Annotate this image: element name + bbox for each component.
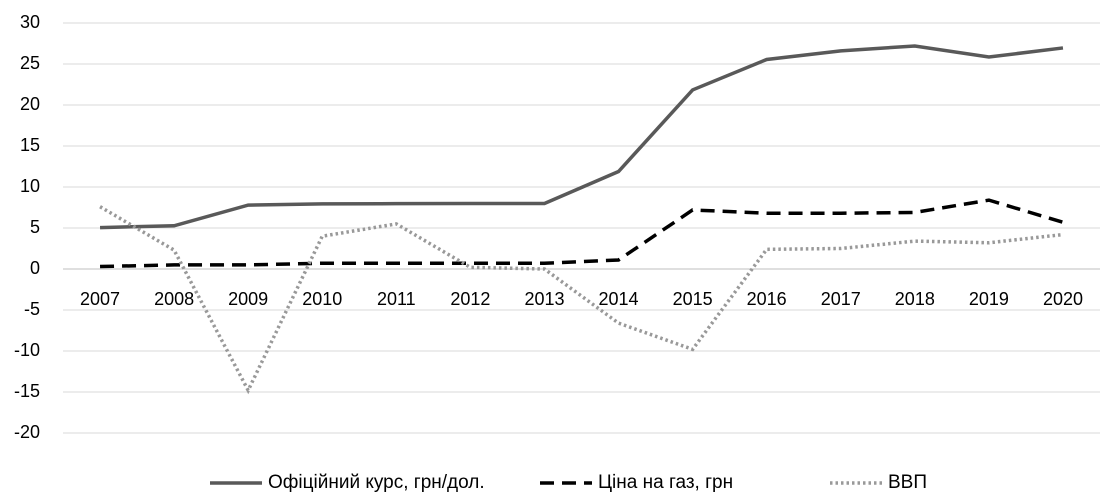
y-tick-label: 10 xyxy=(20,176,40,196)
x-tick-label: 2012 xyxy=(450,289,490,309)
series-line xyxy=(99,198,1064,269)
x-tick-label: 2011 xyxy=(377,289,416,309)
legend-label: Офіційний курс, грн/дол. xyxy=(268,472,485,493)
legend-label: Ціна на газ, грн xyxy=(598,472,733,493)
x-tick-label: 2010 xyxy=(302,289,342,309)
x-tick-label: 2016 xyxy=(747,289,787,309)
legend-label: ВВП xyxy=(888,472,927,493)
x-tick-label: 2017 xyxy=(821,289,861,309)
y-tick-label: 20 xyxy=(20,94,40,114)
x-tick-label: 2007 xyxy=(80,289,120,309)
y-tick-label: 5 xyxy=(30,217,40,237)
x-tick-label: 2015 xyxy=(673,289,713,309)
y-tick-label: -20 xyxy=(14,422,40,442)
y-tick-label: 25 xyxy=(20,53,40,73)
y-tick-label: 15 xyxy=(20,135,40,155)
y-tick-label: 0 xyxy=(30,258,40,278)
x-tick-label: 2020 xyxy=(1043,289,1083,309)
y-tick-label: -5 xyxy=(24,299,40,319)
y-tick-label: 30 xyxy=(20,12,40,32)
x-tick-label: 2019 xyxy=(969,289,1009,309)
x-tick-label: 2018 xyxy=(895,289,935,309)
x-tick-label: 2008 xyxy=(154,289,194,309)
x-tick-label: 2014 xyxy=(599,289,639,309)
x-tick-label: 2009 xyxy=(228,289,268,309)
y-tick-label: -10 xyxy=(14,340,40,360)
series-line xyxy=(99,44,1064,230)
legend: Офіційний курс, грн/дол. Ціна на газ, грн… xyxy=(210,472,927,493)
y-tick-label: -15 xyxy=(14,381,40,401)
x-tick-label: 2013 xyxy=(524,289,564,309)
